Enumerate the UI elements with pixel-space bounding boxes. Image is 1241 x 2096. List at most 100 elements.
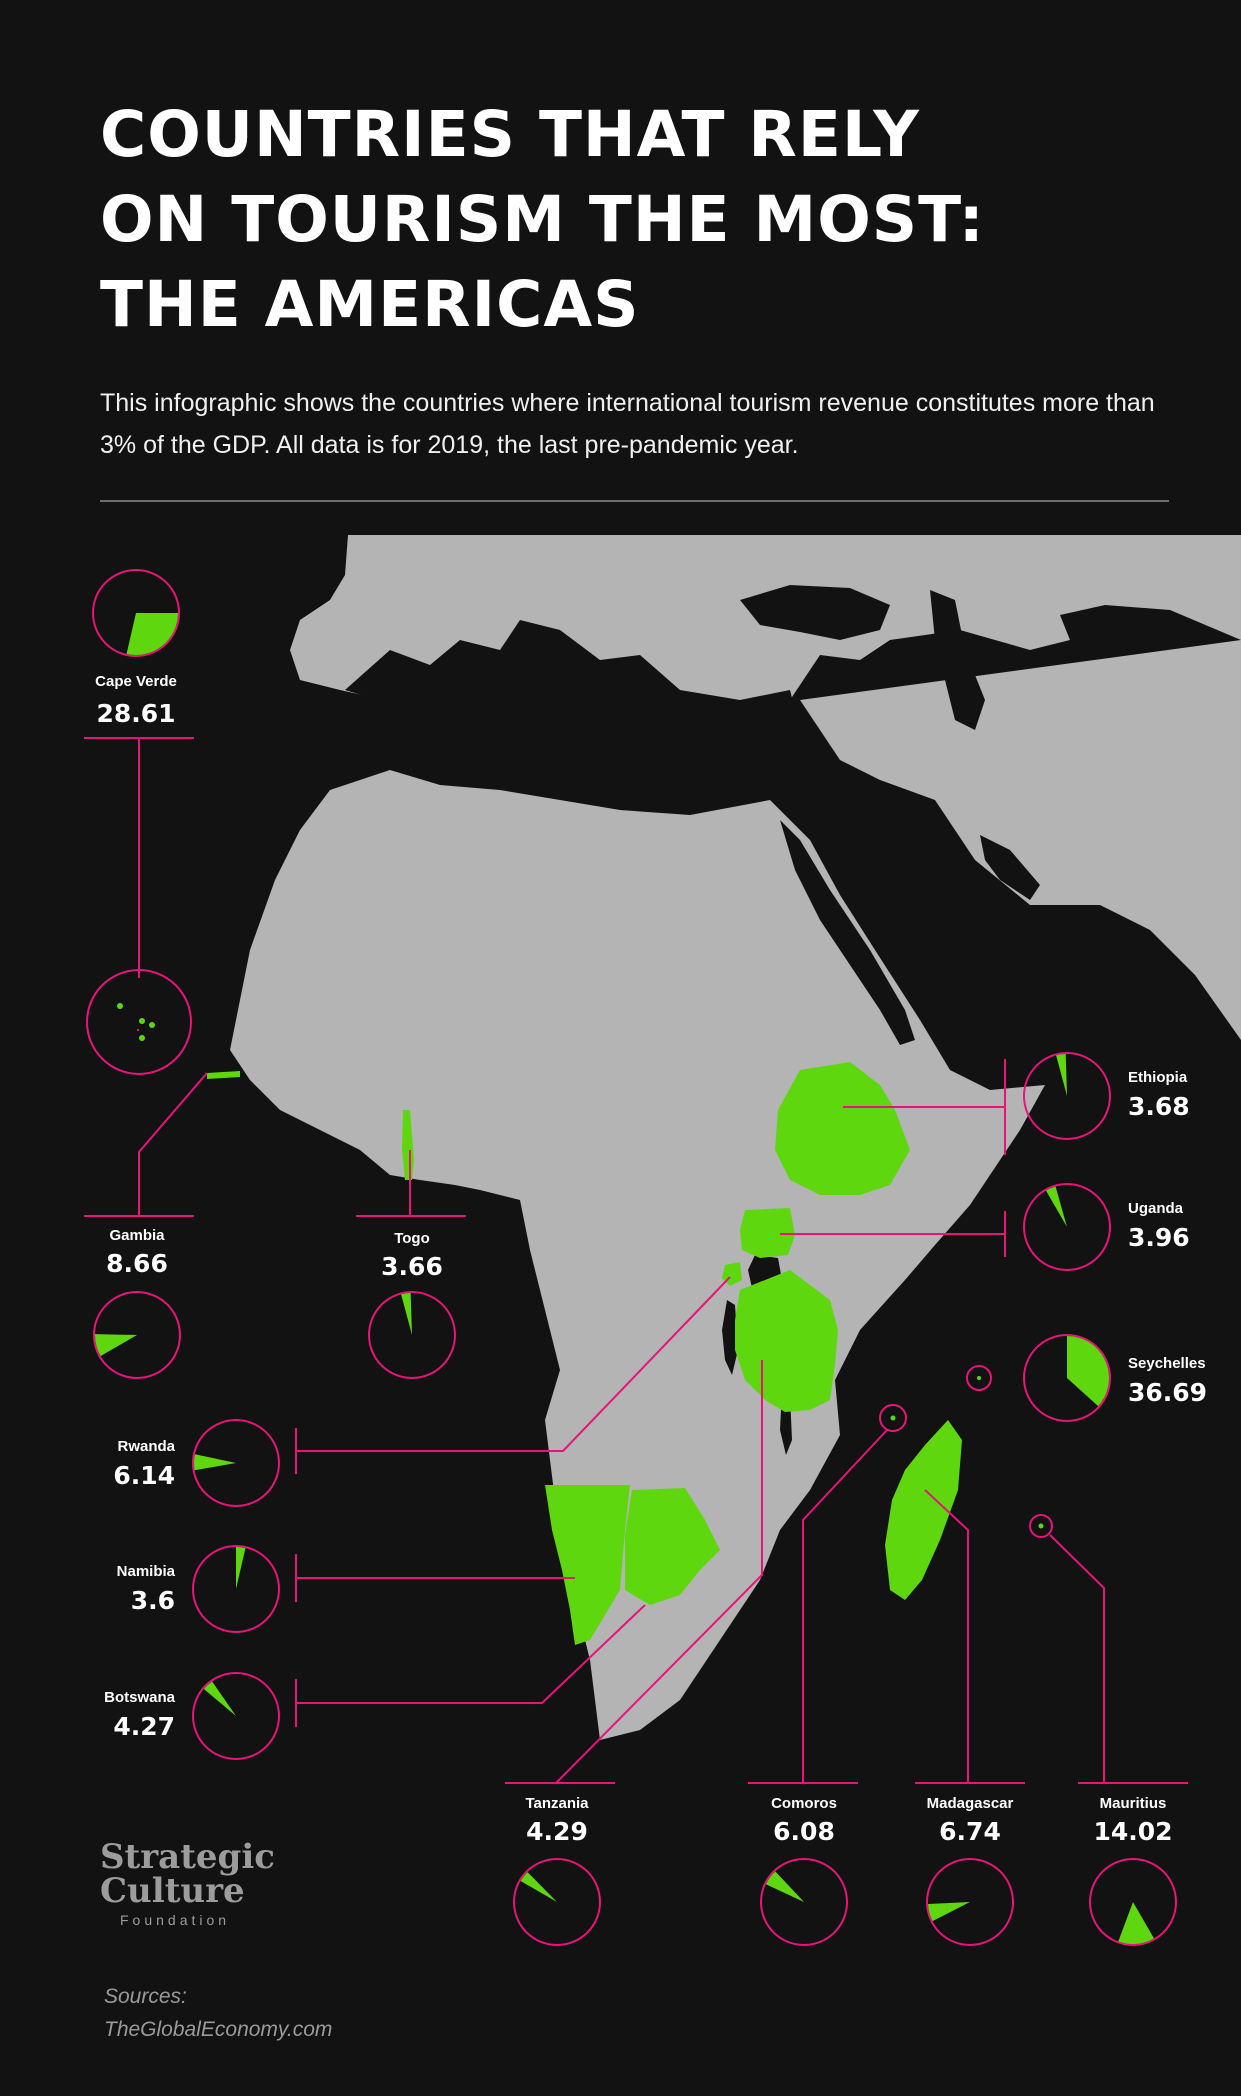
madagascar-land [885,1420,962,1600]
logo-line-1: Strategic [100,1837,275,1877]
country-uganda [740,1208,795,1258]
red-sea [780,820,915,1045]
pie-slice-namibia [236,1547,246,1589]
pie-slice-cape-verde [126,613,178,655]
leader-botswana [295,1604,646,1727]
pie-slice-madagascar [928,1902,970,1922]
leader-lines [84,737,1188,1784]
page-title: COUNTRIES THAT RELY ON TOURISM THE MOST:… [100,92,1180,347]
label-value-rwanda: 6.14 [113,1461,175,1490]
title-line-1: COUNTRIES THAT RELY [100,98,920,171]
leader-comoros [748,1404,908,1784]
label-name-comoros: Comoros [771,1795,837,1812]
pie-slice-rwanda [193,1454,236,1471]
persian-gulf [980,835,1040,900]
mediterranean-sea [345,620,800,765]
cape-verde-island-2 [139,1018,145,1024]
label-value-cape-verde: 28.61 [96,699,175,728]
pie-slice-ethiopia [1056,1054,1067,1096]
pie-slice-gambia [95,1334,137,1356]
pie-ring-uganda [1023,1183,1111,1271]
pie-ring-cape-verde [92,569,180,657]
label-value-namibia: 3.6 [131,1586,175,1615]
pie-ring-togo [368,1291,456,1379]
pie-charts [92,569,1177,1946]
title-line-2: ON TOURISM THE MOST: [100,183,985,256]
leader-seychelles [966,1365,993,1391]
sources-label: Sources: [104,1985,187,2008]
label-name-madagascar: Madagascar [927,1795,1014,1812]
label-name-seychelles: Seychelles [1128,1355,1206,1372]
label-name-cape-verde: Cape Verde [95,673,177,690]
label-name-tanzania: Tanzania [525,1795,589,1812]
country-gambia [207,1071,240,1079]
label-name-togo: Togo [394,1230,430,1247]
country-seychelles [977,1376,981,1380]
pie-slice-togo [401,1293,412,1335]
sources: Sources: TheGlobalEconomy.com [104,1980,332,2046]
label-name-botswana: Botswana [104,1689,176,1706]
country-namibia [545,1485,630,1645]
caspian-sea [930,590,985,730]
pie-ring-tanzania [513,1858,601,1946]
logo-line-2: Culture [100,1871,245,1911]
subtitle: This infographic shows the countries whe… [100,389,1155,459]
strategic-culture-logo: Strategic Culture Foundation [100,1840,300,1928]
leader-ethiopia [843,1059,1006,1155]
pie-ring-namibia [192,1545,280,1633]
label-name-ethiopia: Ethiopia [1128,1069,1188,1086]
leader-rwanda [295,1276,731,1474]
label-value-togo: 3.66 [381,1252,443,1281]
black-sea [740,585,890,640]
label-value-uganda: 3.96 [1128,1223,1190,1252]
label-value-comoros: 6.08 [773,1817,835,1846]
cape-verde-island-3 [149,1022,155,1028]
label-value-ethiopia: 3.68 [1128,1092,1190,1121]
pie-ring-botswana [192,1672,280,1760]
country-comoros [890,1415,896,1421]
middle-east-land [800,640,1241,1040]
cape-verde-island-1 [117,1003,123,1009]
title-line-3: THE AMERICAS [100,268,640,341]
pie-ring-madagascar [926,1858,1014,1946]
lake-tanganyika [722,1300,738,1375]
sources-text: TheGlobalEconomy.com [104,2018,333,2041]
pie-ring-seychelles [1023,1334,1111,1422]
logo-line-3: Foundation [120,1912,231,1928]
cape-verde-island-4 [139,1035,145,1041]
pie-slice-comoros [765,1871,804,1902]
pie-slice-mauritius [1118,1902,1154,1945]
zoom-circle-cape-verde [86,969,193,1075]
leader-tanzania [505,1360,763,1784]
pie-slice-tanzania [520,1872,557,1902]
pie-ring-ethiopia [1023,1052,1111,1140]
country-labels: Cape Verde 28.61 Gambia 8.66 Togo 3.66 Rwanda 6… [95,673,1207,1846]
pie-slice-uganda [1046,1186,1067,1227]
pie-ring-rwanda [192,1419,280,1507]
leader-madagascar [915,1489,1025,1784]
leader-cape-verde [84,737,194,978]
label-name-rwanda: Rwanda [117,1438,175,1455]
country-botswana [625,1488,720,1605]
label-name-mauritius: Mauritius [1100,1795,1167,1812]
map-seas [345,585,1040,1455]
country-mauritius [1038,1523,1044,1529]
country-tanzania [735,1270,838,1412]
label-value-mauritius: 14.02 [1093,1817,1172,1846]
country-ethiopia [775,1062,910,1195]
leader-togo [356,1150,466,1217]
pie-slice-botswana [203,1681,236,1716]
pie-ring-comoros [760,1858,848,1946]
leader-namibia [295,1554,575,1602]
label-name-namibia: Namibia [117,1563,176,1580]
highlighted-countries [117,1003,1044,1645]
leader-gambia [84,1072,208,1217]
pie-slice-seychelles [1067,1336,1109,1407]
label-value-seychelles: 36.69 [1128,1378,1207,1407]
title-divider [100,500,1169,502]
label-value-gambia: 8.66 [106,1249,168,1278]
label-name-uganda: Uganda [1128,1200,1184,1217]
africa-land [230,770,1045,1740]
label-name-gambia: Gambia [109,1227,165,1244]
